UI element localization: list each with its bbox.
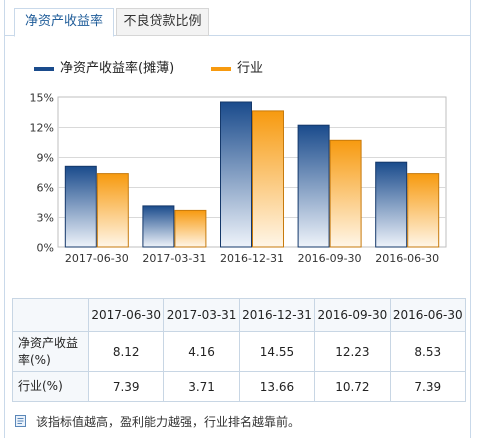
table-header-cell: 2017-03-31 [163, 298, 240, 332]
table-header-row: 2017-06-30 2017-03-31 2016-12-31 2016-09… [12, 298, 467, 332]
footnote-text: 该指标值越高，盈利能力越强，行业排名越靠前。 [36, 415, 301, 429]
table-cell: 8.53 [389, 331, 467, 372]
table-row-roe: 净资产收益率(%) 8.12 4.16 14.55 12.23 8.53 [12, 331, 467, 372]
bar-roe [142, 205, 175, 248]
y-tick-label: 0% [37, 242, 54, 255]
table-cell: 10.72 [314, 371, 391, 402]
chart-panel [4, 0, 471, 438]
bar-roe [220, 101, 252, 248]
y-tick-label: 15% [30, 92, 54, 105]
x-tick-label: 2016-06-30 [375, 252, 439, 265]
legend-swatch-industry [211, 67, 231, 71]
y-tick-label: 6% [37, 182, 54, 195]
legend-label-industry: 行业 [237, 61, 264, 76]
table-cell: 7.39 [87, 371, 165, 402]
legend-label-roe: 净资产收益率(摊薄) [60, 61, 175, 76]
x-tick-label: 2017-06-30 [65, 252, 129, 265]
table-header-cell: 2017-06-30 [87, 298, 165, 332]
table-cell: 8.12 [87, 331, 165, 372]
bar-industry [329, 139, 362, 248]
row-label: 净资产收益率(%) [12, 331, 89, 372]
x-tick-label: 2016-09-30 [298, 252, 362, 265]
table-cell: 7.39 [389, 371, 467, 402]
y-tick-label: 3% [37, 212, 54, 225]
bar-chart: 0% 3% 6% 9% 12% 15% 2017-06-30 2017-03-31 2016-1… [30, 92, 447, 265]
table-cell: 12.23 [314, 331, 391, 372]
table-row-industry: 行业(%) 7.39 3.71 13.66 10.72 7.39 [12, 371, 467, 402]
bar-industry [252, 110, 284, 248]
y-tick-label: 9% [37, 152, 54, 165]
legend-swatch-roe [34, 67, 54, 71]
table-cell: 3.71 [163, 371, 240, 402]
bar-roe [297, 124, 330, 248]
bar-industry [96, 173, 129, 248]
x-tick-label: 2016-12-31 [220, 252, 284, 265]
tab-npl-ratio[interactable]: 不良贷款比例 [116, 8, 209, 36]
table-cell: 14.55 [238, 331, 316, 372]
x-tick-label: 2017-03-31 [142, 252, 206, 265]
note-icon [15, 415, 26, 427]
table-header-cell: 2016-06-30 [389, 298, 467, 332]
bar-roe [64, 165, 97, 248]
tab-bar: 净资产收益率 不良贷款比例 [4, 4, 471, 37]
bar-roe [375, 161, 408, 248]
table-header-cell: 2016-09-30 [314, 298, 391, 332]
y-tick-label: 12% [30, 122, 54, 135]
bar-industry [174, 209, 207, 248]
data-table: 2017-06-30 2017-03-31 2016-12-31 2016-09… [12, 298, 467, 402]
row-label: 行业(%) [12, 371, 89, 402]
table-header-cell: 2016-12-31 [238, 298, 316, 332]
table-cell: 13.66 [238, 371, 316, 402]
bar-industry [407, 173, 440, 248]
table-cell: 4.16 [163, 331, 240, 372]
tab-roe[interactable]: 净资产收益率 [14, 8, 114, 37]
table-header-cell [12, 298, 89, 332]
